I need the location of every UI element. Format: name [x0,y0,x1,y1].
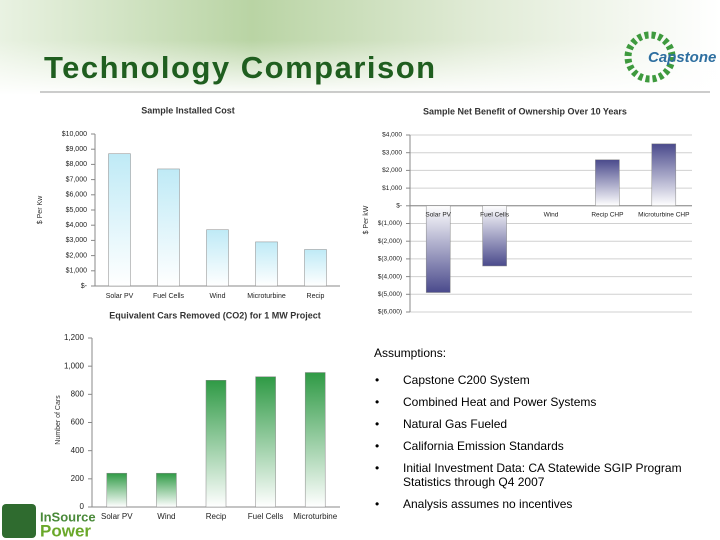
banner-fade [0,40,720,95]
y-tick-label: $2,000 [66,252,88,259]
logo-text: InSource [40,509,96,524]
y-tick-label: 600 [71,418,85,427]
x-tick-label: Recip [307,293,325,300]
x-tick-label: Recip CHP [591,212,623,219]
x-tick-label: Fuel Cells [480,212,510,219]
bar [482,205,507,267]
insource-logo: InSource Power [2,504,96,540]
x-tick-label: Solar PV [106,293,134,300]
y-tick-label: $- [396,203,402,210]
y-tick-label: $3,000 [382,149,402,156]
bar [157,168,180,287]
assumption-text: Analysis assumes no incentives [403,497,573,511]
assumption-item: • Initial Investment Data: CA Statewide S… [374,461,704,489]
bar [108,153,131,287]
assumptions-heading: Assumptions: [374,346,447,360]
x-tick-label: Microturbine [247,293,286,300]
y-tick-label: $8,000 [66,161,88,168]
y-tick-label: $(6,000) [378,309,402,316]
assumption-text: California Emission Standards [403,439,564,453]
capstone-logo: Capstone [624,31,716,83]
bar [206,229,229,287]
bar [255,376,276,508]
assumption-item: • Natural Gas Fueled [374,417,704,431]
logo-swirl [624,31,676,83]
y-tick-label: $- [81,283,88,290]
chart-title: Equivalent Cars Removed (CO2) for 1 MW P… [109,310,321,320]
x-tick-label: Wind [210,293,226,300]
assumption-item: • California Emission Standards [374,439,704,453]
y-tick-label: $1,000 [66,268,88,275]
bar [304,372,326,508]
y-axis-label: Number of Cars [55,395,62,445]
assumption-item: • Analysis assumes no incentives [374,497,704,511]
bullet: • [375,395,380,409]
y-tick-label: $6,000 [66,192,88,199]
y-tick-label: $(1,000) [378,220,402,227]
assumptions: Assumptions: • Capstone C200 System • Combi… [374,346,704,519]
x-tick-label: Solar PV [425,212,451,219]
x-tick-label: Wind [157,512,175,521]
y-tick-label: 200 [71,474,85,483]
chart-title: Sample Installed Cost [141,105,235,115]
bar [106,472,128,508]
y-tick-label: $(3,000) [378,256,402,263]
bullet: • [375,439,380,453]
bullet: • [375,417,380,431]
y-tick-label: 400 [71,446,85,455]
y-tick-label: 1,200 [64,333,85,342]
assumption-text: Combined Heat and Power Systems [403,395,597,409]
bar [205,380,227,508]
assumption-item: • Capstone C200 System [374,373,704,387]
assumption-item: • Combined Heat and Power Systems [374,395,704,409]
bar [595,159,620,207]
y-tick-label: $5,000 [66,207,88,214]
x-tick-label: Wind [544,212,559,219]
bullet: • [375,497,380,511]
y-axis-label: $ Per kW [363,205,370,234]
x-tick-label: Solar PV [101,512,133,521]
logo-text: Power [40,521,91,540]
y-axis-label: $ Per Kw [37,195,44,224]
y-tick-label: $(4,000) [378,273,402,280]
bar [651,143,677,207]
chart-title: Sample Net Benefit of Ownership Over 10 … [423,106,627,116]
y-tick-label: $4,000 [66,222,88,229]
assumption-text: Natural Gas Fueled [403,417,508,431]
bar [425,205,451,293]
y-tick-label: $10,000 [62,131,87,138]
x-tick-label: Microturbine CHP [638,212,689,219]
bullet: • [375,373,380,387]
x-tick-label: Recip [206,512,227,521]
assumptions-list: • Capstone C200 System • Combined Heat and … [374,373,704,511]
y-tick-label: 1,000 [64,361,85,370]
assumption-text: Initial Investment Data: CA Statewide SG… [403,461,682,489]
y-tick-label: $(5,000) [378,291,402,298]
x-tick-label: Fuel Cells [153,293,185,300]
y-tick-label: 800 [71,389,85,398]
logo-icon [2,504,36,538]
bar [156,472,177,508]
y-tick-label: $2,000 [382,167,402,174]
bar [255,241,278,287]
y-tick-label: $(2,000) [378,238,402,245]
x-tick-label: Fuel Cells [248,512,284,521]
x-tick-label: Microturbine [293,512,338,521]
logo-text: Capstone [648,49,716,66]
y-tick-label: $4,000 [382,132,402,139]
bullet: • [375,461,380,475]
bar [304,249,327,287]
y-tick-label: $3,000 [66,237,88,244]
y-tick-label: $7,000 [66,176,88,183]
slide-title: Technology Comparison [44,50,437,85]
assumption-text: Capstone C200 System [403,373,530,387]
y-tick-label: $1,000 [382,185,402,192]
y-tick-label: 0 [80,502,85,511]
y-tick-label: $9,000 [66,146,88,153]
